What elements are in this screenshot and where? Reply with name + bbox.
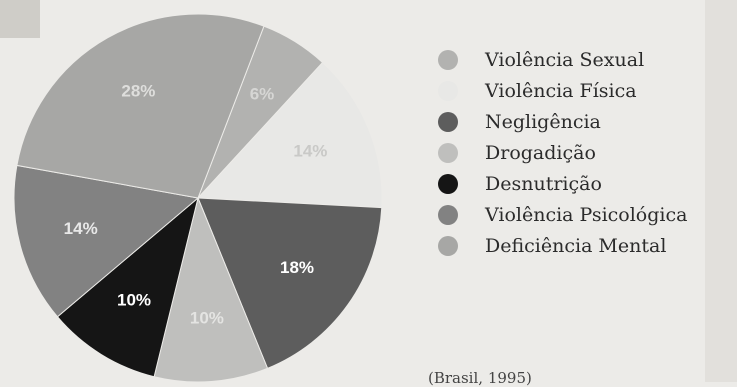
source-note: (Brasil, 1995) [428,369,532,387]
pie-chart: 6% 14% 18% 10% 10% 14% 28% [13,13,383,382]
pie-slice-label-3: 18% [280,258,314,277]
legend-swatch-icon [438,235,458,256]
chart-legend: Violência Sexual Violência Física Neglig… [438,44,687,261]
pie-chart-svg: 6% 14% 18% 10% 10% 14% 28% [13,13,383,382]
pie-slice-label-1: 6% [250,84,275,103]
legend-swatch-icon [438,204,458,225]
legend-item-drogadicao: Drogadição [438,137,687,168]
legend-item-violencia-psicologica: Violência Psicológica [438,199,687,230]
legend-item-desnutricao: Desnutrição [438,168,687,199]
pie-slice-label-2: 14% [293,142,327,161]
pie-slice-label-5: 10% [117,291,151,310]
legend-label: Desnutrição [485,172,602,195]
legend-label: Violência Física [485,79,637,102]
legend-item-violencia-fisica: Violência Física [438,75,687,106]
legend-label: Violência Psicológica [485,203,688,226]
legend-item-negligencia: Negligência [438,106,687,137]
pie-slice-label-6: 14% [64,219,98,238]
legend-swatch-icon [438,111,458,132]
pie-slice-label-4: 10% [190,309,224,328]
legend-label: Violência Sexual [485,48,645,71]
legend-swatch-icon [438,142,458,163]
legend-label: Drogadição [485,141,596,164]
pie-slice-4 [153,196,269,382]
legend-item-violencia-sexual: Violência Sexual [438,44,687,75]
edge-decoration-right [705,0,737,382]
pie-slice-label-7: 28% [121,82,155,101]
legend-swatch-icon [438,173,458,194]
pie-slice-7 [16,13,265,199]
legend-label: Deficiência Mental [485,234,667,257]
pie-slice-2 [196,61,383,209]
legend-label: Negligência [485,110,601,133]
pie-slice-3 [197,197,383,370]
corner-decoration-top-left [0,0,40,38]
legend-item-deficiencia-mental: Deficiência Mental [438,230,687,261]
legend-swatch-icon [438,49,458,70]
pie-slice-5 [56,196,199,378]
legend-swatch-icon [438,80,458,101]
pie-slice-6 [13,164,200,318]
